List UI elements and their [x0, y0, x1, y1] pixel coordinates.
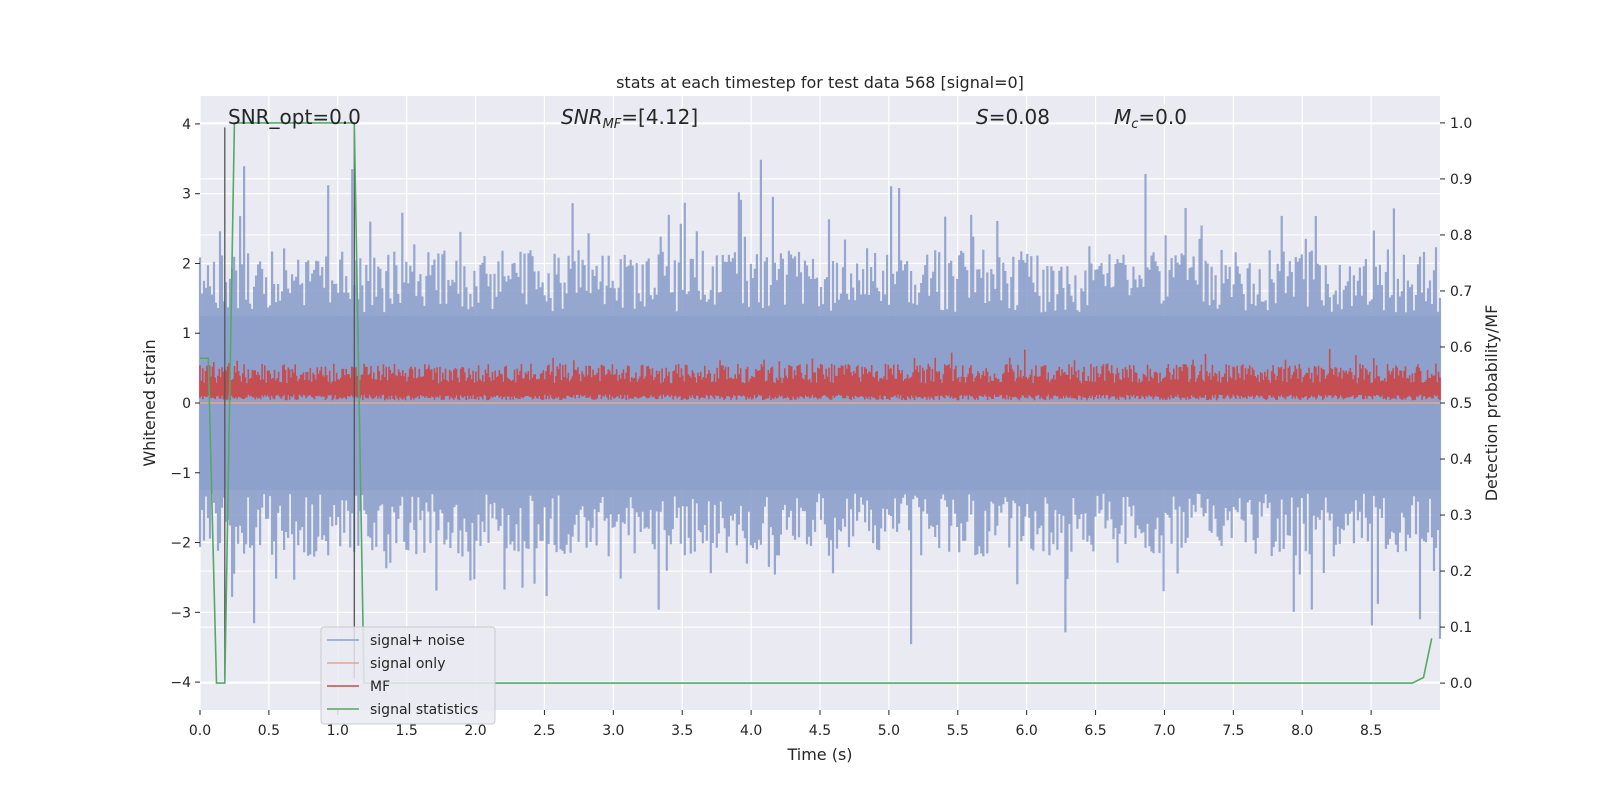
x-tick-label: 2.0	[464, 723, 486, 739]
y2-tick-label: 0.6	[1450, 340, 1472, 356]
y2-tick-label: 0.2	[1450, 564, 1472, 580]
x-tick-label: 2.5	[533, 723, 555, 739]
y2-tick-label: 1.0	[1450, 116, 1472, 132]
y2-tick-label: 0.9	[1450, 172, 1472, 188]
x-tick-label: 7.5	[1222, 723, 1244, 739]
y-tick-label: −3	[170, 605, 191, 621]
mf-trace	[199, 349, 1441, 401]
y2-tick-label: 0.8	[1450, 228, 1472, 244]
y2-tick-label: 0.1	[1450, 620, 1472, 636]
annotation-snr-mf-value: =[4.12]	[621, 105, 698, 129]
annotation-snr-mf-symbol: SNR	[561, 105, 603, 129]
legend-label-signal-only: signal only	[370, 656, 445, 672]
x-tick-label: 4.5	[809, 723, 831, 739]
x-tick-label: 0.0	[189, 723, 211, 739]
y2-tick-label: 0.3	[1450, 508, 1472, 524]
y-tick-label: 1	[182, 326, 191, 342]
x-tick-label: 8.0	[1291, 723, 1313, 739]
x-tick-label: 6.5	[1084, 723, 1106, 739]
x-tick-label: 5.0	[878, 723, 900, 739]
annotation-s-value: =0.08	[989, 105, 1050, 129]
y2-tick-label: 0.5	[1450, 396, 1472, 412]
signal-statistics-series	[200, 122, 1433, 684]
annotation-mc-value: =0.0	[1138, 105, 1187, 129]
annotation-snr-mf: SNRMF=[4.12]	[561, 105, 698, 132]
x-tick-label: 5.5	[947, 723, 969, 739]
x-tick-label: 1.0	[327, 723, 349, 739]
y-tick-label: 3	[182, 187, 191, 203]
x-tick-label: 0.5	[258, 723, 280, 739]
vertical-markers	[224, 127, 355, 679]
y2-tick-label: 0.0	[1450, 676, 1472, 692]
y-tick-label: 2	[182, 256, 191, 272]
annotation-mc-subscript: c	[1131, 117, 1138, 132]
y-tick-label: 4	[182, 117, 191, 133]
mf-series	[199, 349, 1441, 401]
annotation-mc-symbol: M	[1114, 105, 1131, 129]
x-tick-label: 1.5	[396, 723, 418, 739]
legend-box	[320, 626, 496, 725]
y-tick-label: −2	[170, 536, 191, 552]
y2-tick-label: 0.4	[1450, 452, 1472, 468]
y2-tick-label: 0.7	[1450, 284, 1472, 300]
legend-label-mf: MF	[370, 679, 390, 695]
legend-label-signal-statistics: signal statistics	[370, 702, 478, 718]
x-axis-ticks: 0.0 0.5 1.0 1.5 2.0 2.5 3.0 3.5 4.0 4.5 5.0 5.5 6.0 6…	[189, 710, 1382, 739]
annotation-snr-mf-subscript: MF	[603, 117, 622, 132]
legend-label-signal-noise: signal+ noise	[370, 633, 465, 649]
annotation-snr-opt: SNR_opt=0.0	[228, 105, 361, 129]
x-tick-label: 4.0	[740, 723, 762, 739]
y-tick-label: −1	[170, 466, 191, 482]
x-axis-label: Time (s)	[786, 745, 852, 764]
y-axis-label: Whitened strain	[140, 339, 159, 466]
x-tick-label: 8.5	[1360, 723, 1382, 739]
x-tick-label: 3.0	[602, 723, 624, 739]
annotation-s-symbol: S	[976, 105, 989, 129]
x-tick-label: 7.0	[1153, 723, 1175, 739]
y-axis-ticks: −4 −3 −2 −1 0 1 2 3 4	[170, 117, 200, 691]
x-tick-label: 3.5	[671, 723, 693, 739]
chart-title: stats at each timestep for test data 568…	[616, 73, 1024, 92]
y2-axis-ticks: 0.0 0.1 0.2 0.3 0.4 0.5 0.6 0.7 0.8 0.9 1.0	[1440, 116, 1472, 692]
x-tick-label: 6.0	[1016, 723, 1038, 739]
y-tick-label: −4	[170, 675, 191, 691]
y2-axis-label: Detection probability/MF	[1482, 305, 1501, 502]
annotation-mc: Mc=0.0	[1114, 105, 1187, 132]
annotation-s: S=0.08	[976, 105, 1050, 129]
legend: signal+ noise signal only MF signal stat…	[320, 626, 496, 725]
y-tick-label: 0	[182, 396, 191, 412]
